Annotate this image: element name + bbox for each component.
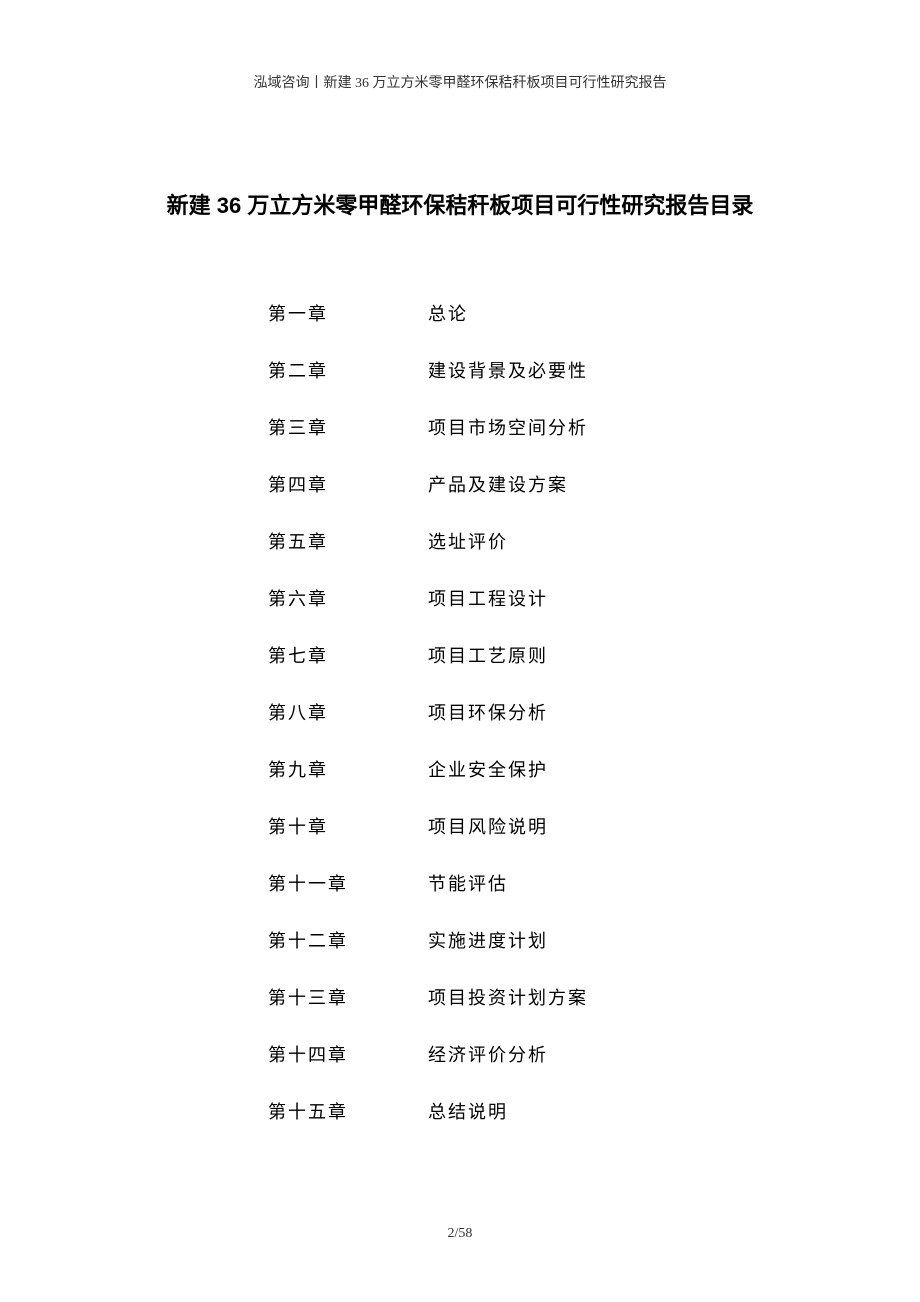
toc-chapter-name: 总论 [428,300,468,326]
toc-chapter-name: 建设背景及必要性 [428,357,588,383]
toc-row: 第十五章 总结说明 [268,1098,768,1124]
page-header: 泓域咨询丨新建 36 万立方米零甲醛环保秸秆板项目可行性研究报告 [0,72,920,92]
toc-chapter-label: 第二章 [268,357,428,383]
toc-chapter-label: 第十三章 [268,984,428,1010]
page-number: 2/58 [0,1226,920,1242]
toc-chapter-name: 企业安全保护 [428,756,548,782]
toc-row: 第十章 项目风险说明 [268,813,768,839]
toc-row: 第十二章 实施进度计划 [268,927,768,953]
document-title: 新建 36 万立方米零甲醛环保秸秆板项目可行性研究报告目录 [0,188,920,220]
toc-chapter-name: 项目环保分析 [428,699,548,725]
toc-chapter-name: 产品及建设方案 [428,471,568,497]
toc-chapter-label: 第五章 [268,528,428,554]
toc-chapter-label: 第七章 [268,642,428,668]
toc-row: 第五章 选址评价 [268,528,768,554]
toc-row: 第一章 总论 [268,300,768,326]
toc-chapter-name: 节能评估 [428,870,508,896]
toc-chapter-label: 第十章 [268,813,428,839]
toc-chapter-name: 项目市场空间分析 [428,414,588,440]
toc-chapter-name: 项目工程设计 [428,585,548,611]
toc-chapter-name: 项目工艺原则 [428,642,548,668]
toc-chapter-name: 选址评价 [428,528,508,554]
toc-chapter-name: 总结说明 [428,1098,508,1124]
toc-chapter-label: 第一章 [268,300,428,326]
toc-row: 第八章 项目环保分析 [268,699,768,725]
toc-chapter-label: 第六章 [268,585,428,611]
toc-chapter-label: 第十一章 [268,870,428,896]
toc-chapter-label: 第十二章 [268,927,428,953]
toc-row: 第十一章 节能评估 [268,870,768,896]
toc-row: 第三章 项目市场空间分析 [268,414,768,440]
table-of-contents: 第一章 总论 第二章 建设背景及必要性 第三章 项目市场空间分析 第四章 产品及… [268,300,768,1155]
toc-chapter-name: 经济评价分析 [428,1041,548,1067]
toc-chapter-label: 第三章 [268,414,428,440]
toc-chapter-label: 第四章 [268,471,428,497]
toc-chapter-name: 实施进度计划 [428,927,548,953]
toc-chapter-label: 第八章 [268,699,428,725]
header-text: 泓域咨询丨新建 36 万立方米零甲醛环保秸秆板项目可行性研究报告 [254,76,667,91]
toc-row: 第二章 建设背景及必要性 [268,357,768,383]
toc-row: 第七章 项目工艺原则 [268,642,768,668]
toc-chapter-name: 项目风险说明 [428,813,548,839]
toc-chapter-label: 第十四章 [268,1041,428,1067]
toc-row: 第六章 项目工程设计 [268,585,768,611]
toc-chapter-label: 第九章 [268,756,428,782]
toc-row: 第九章 企业安全保护 [268,756,768,782]
toc-chapter-label: 第十五章 [268,1098,428,1124]
toc-row: 第十三章 项目投资计划方案 [268,984,768,1010]
toc-chapter-name: 项目投资计划方案 [428,984,588,1010]
toc-row: 第四章 产品及建设方案 [268,471,768,497]
toc-row: 第十四章 经济评价分析 [268,1041,768,1067]
